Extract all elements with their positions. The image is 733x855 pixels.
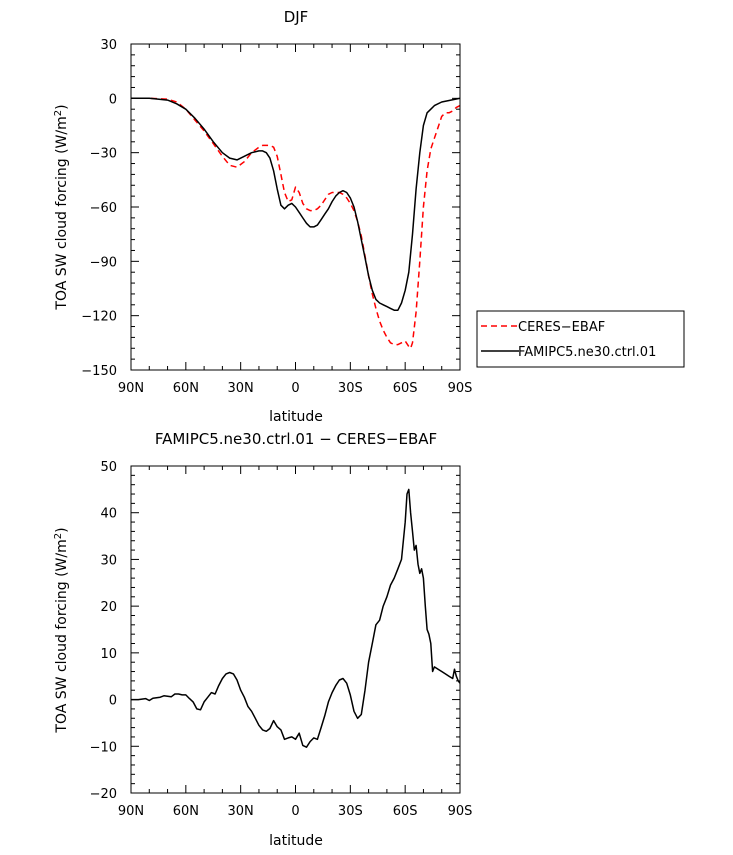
x-tick-label: 60S [393, 804, 418, 819]
x-tick-label: 90N [118, 381, 144, 396]
series-line-1 [131, 97, 461, 311]
bottom-chart-title: FAMIPC5.ne30.ctrl.01 − CERES−EBAF [155, 430, 437, 448]
x-tick-label: 60N [173, 381, 199, 396]
y-tick-label: −150 [81, 364, 117, 379]
x-tick-label: 60N [173, 804, 199, 819]
y-tick-label: 30 [100, 38, 117, 53]
legend-label-famip: FAMIPC5.ne30.ctrl.01 [518, 345, 656, 360]
legend: CERES−EBAF FAMIPC5.ne30.ctrl.01 [476, 310, 685, 368]
y-tick-label: 10 [100, 647, 117, 662]
x-tick-label: 90N [118, 804, 144, 819]
bottom-x-axis-label: latitude [269, 833, 323, 849]
bottom-panel: FAMIPC5.ne30.ctrl.01 − CERES−EBAF 90N 60N… [53, 430, 472, 849]
y-tick-label: 0 [109, 694, 117, 709]
x-tick-label: 30S [338, 381, 363, 396]
x-tick-label: 0 [291, 381, 299, 396]
y-tick-label: −60 [90, 201, 117, 216]
x-tick-label: 60S [393, 381, 418, 396]
series-line-0 [131, 97, 461, 350]
y-tick-label: 0 [109, 92, 117, 107]
series-line-0 [131, 488, 461, 748]
y-tick-label: 50 [100, 460, 117, 475]
x-tick-label: 30S [338, 804, 363, 819]
x-tick-label: 0 [291, 804, 299, 819]
y-tick-label: −20 [90, 787, 117, 802]
y-tick-label: 20 [100, 600, 117, 615]
top-y-axis-label: TOA SW cloud forcing (W/m2) [53, 104, 70, 310]
x-tick-label: 90S [448, 381, 473, 396]
x-tick-label: 90S [448, 804, 473, 819]
y-tick-label: 40 [100, 507, 117, 522]
top-x-axis-label: latitude [269, 409, 323, 425]
bottom-y-axis-label: TOA SW cloud forcing (W/m2) [53, 527, 70, 733]
y-tick-label: −30 [90, 147, 117, 162]
y-tick-label: 30 [100, 553, 117, 568]
y-tick-label: −10 [90, 740, 117, 755]
legend-label-ceres: CERES−EBAF [518, 320, 605, 335]
top-chart-title: DJF [284, 8, 309, 26]
legend-box [476, 310, 685, 368]
top-panel: DJF 90N 60N 30N 0 30S 60S 90S 30 0 −30 −60 −90 −120 −… [53, 8, 472, 425]
y-tick-label: −90 [90, 255, 117, 270]
y-tick-label: −120 [81, 310, 117, 325]
x-tick-label: 30N [228, 804, 254, 819]
x-tick-label: 30N [228, 381, 254, 396]
